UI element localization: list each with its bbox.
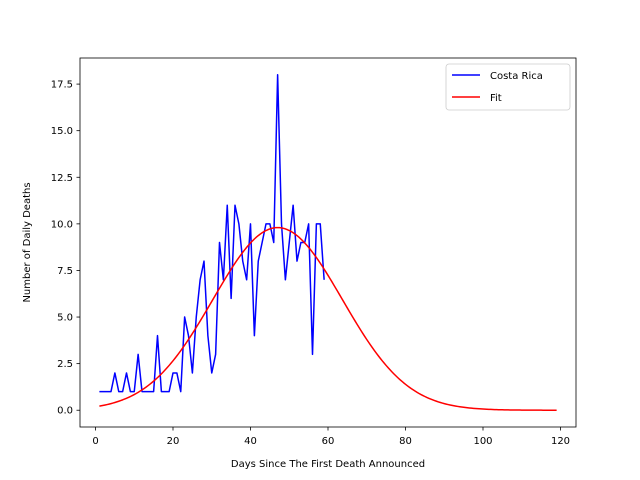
y-tick-label: 10.0 (51, 219, 73, 230)
x-tick-label: 60 (322, 436, 335, 447)
y-axis-label: Number of Daily Deaths (22, 182, 33, 302)
y-tick-label: 7.5 (57, 266, 73, 277)
x-tick-label: 100 (473, 436, 492, 447)
legend-label-fit: Fit (490, 93, 502, 104)
x-tick-label: 80 (399, 436, 412, 447)
x-tick-label: 120 (551, 436, 570, 447)
x-tick-label: 40 (244, 436, 257, 447)
x-tick-label: 20 (167, 436, 180, 447)
legend-label-costa-rica: Costa Rica (490, 71, 543, 82)
series-line-fit (99, 226, 557, 411)
y-tick-label: 2.5 (57, 359, 73, 370)
legend: Costa Rica Fit (445, 63, 571, 111)
x-axis-label: Days Since The First Death Announced (231, 459, 425, 470)
x-axis: 0 20 40 60 80 100 120 (92, 427, 570, 447)
plot-background (80, 58, 576, 427)
y-tick-label: 15.0 (51, 126, 73, 137)
y-axis: 0.0 2.5 5.0 7.5 10.0 12.5 15.0 17.5 (51, 80, 80, 417)
series-layer (99, 74, 557, 411)
y-tick-label: 5.0 (57, 313, 73, 324)
y-tick-label: 12.5 (51, 173, 73, 184)
y-tick-label: 17.5 (51, 80, 73, 91)
series-line-costa-rica (99, 74, 325, 393)
y-tick-label: 0.0 (57, 406, 73, 417)
x-tick-label: 0 (92, 436, 98, 447)
